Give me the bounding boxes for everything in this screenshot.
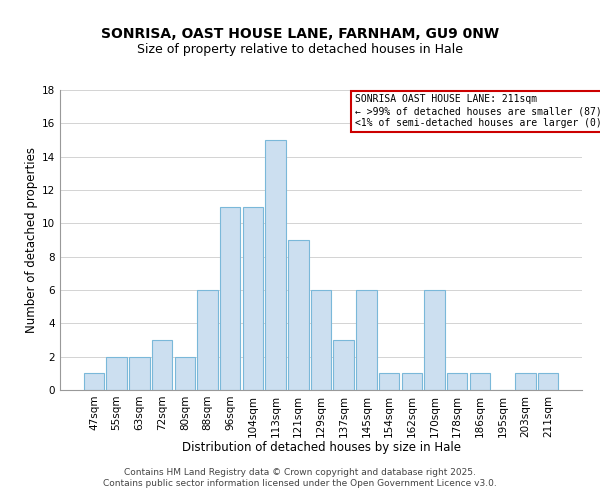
Bar: [311, 290, 331, 390]
Bar: [265, 140, 286, 390]
Text: Size of property relative to detached houses in Hale: Size of property relative to detached ho…: [137, 42, 463, 56]
Bar: [515, 374, 536, 390]
Bar: [379, 374, 400, 390]
Bar: [401, 374, 422, 390]
Bar: [538, 374, 558, 390]
Bar: [197, 290, 218, 390]
Y-axis label: Number of detached properties: Number of detached properties: [25, 147, 38, 333]
Bar: [84, 374, 104, 390]
Bar: [106, 356, 127, 390]
Bar: [175, 356, 195, 390]
Text: Contains HM Land Registry data © Crown copyright and database right 2025.
Contai: Contains HM Land Registry data © Crown c…: [103, 468, 497, 487]
Bar: [470, 374, 490, 390]
Text: SONRISA, OAST HOUSE LANE, FARNHAM, GU9 0NW: SONRISA, OAST HOUSE LANE, FARNHAM, GU9 0…: [101, 28, 499, 42]
Bar: [356, 290, 377, 390]
Bar: [334, 340, 354, 390]
Bar: [424, 290, 445, 390]
Bar: [220, 206, 241, 390]
Text: SONRISA OAST HOUSE LANE: 211sqm
← >99% of detached houses are smaller (87)
<1% o: SONRISA OAST HOUSE LANE: 211sqm ← >99% o…: [355, 94, 600, 128]
Bar: [288, 240, 308, 390]
Bar: [447, 374, 467, 390]
Bar: [152, 340, 172, 390]
Bar: [129, 356, 149, 390]
Bar: [242, 206, 263, 390]
X-axis label: Distribution of detached houses by size in Hale: Distribution of detached houses by size …: [182, 441, 461, 454]
